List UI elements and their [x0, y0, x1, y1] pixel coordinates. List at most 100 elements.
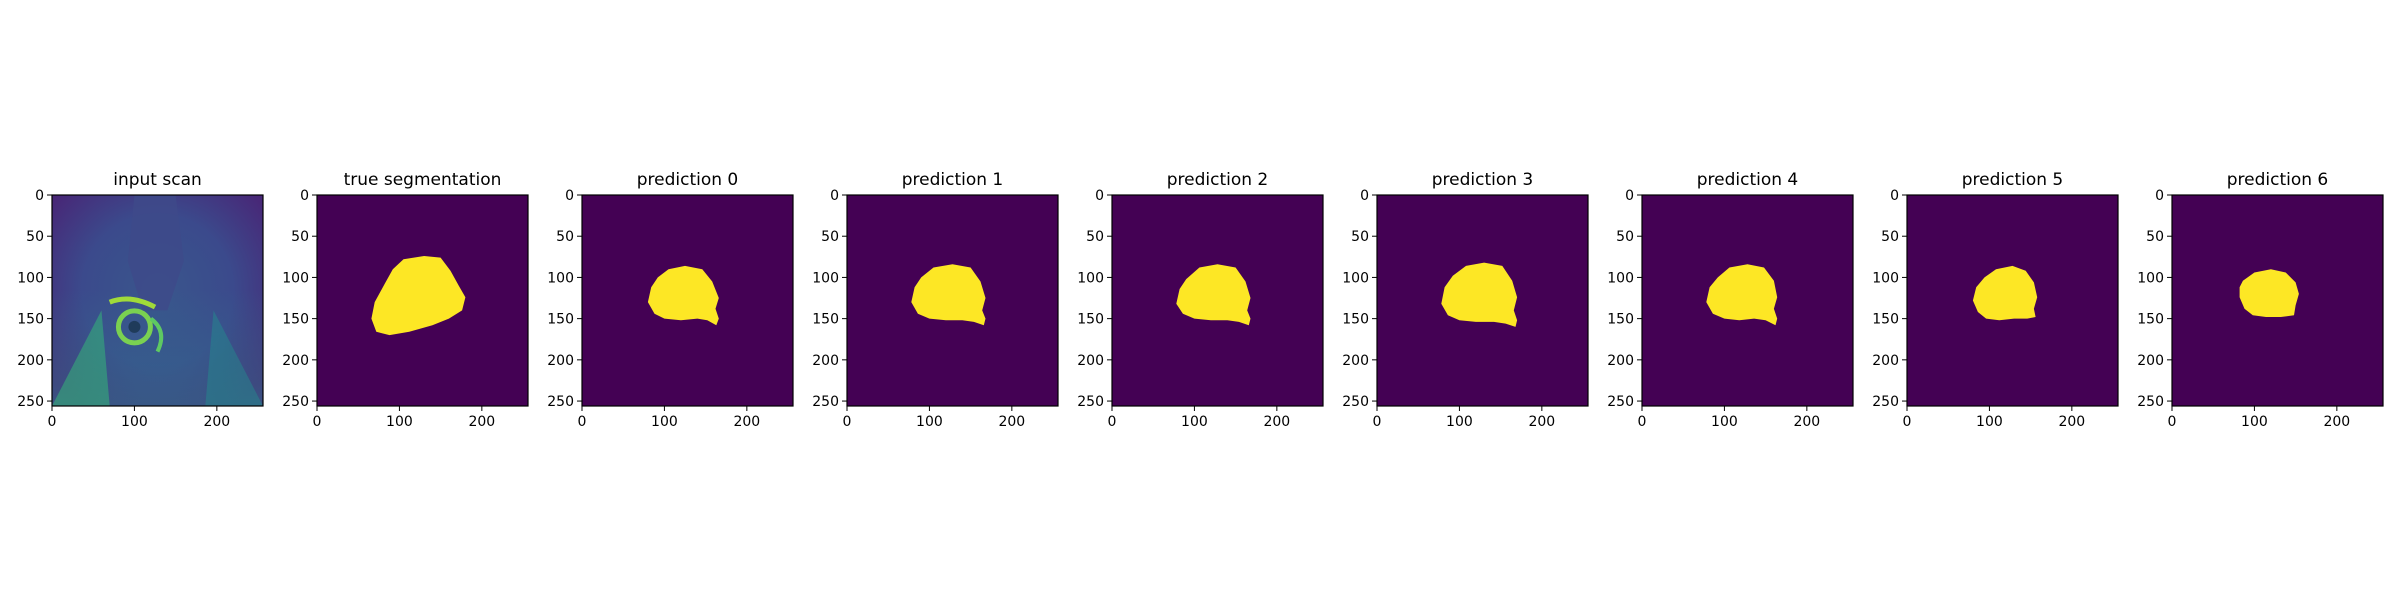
x-tick-label: 100 [916, 414, 943, 430]
x-tick-label: 200 [998, 414, 1025, 430]
panel-title: prediction 2 [1167, 170, 1269, 190]
x-tick-label: 200 [1793, 414, 1820, 430]
y-tick-label: 50 [556, 229, 574, 245]
x-tick-label: 100 [121, 414, 148, 430]
y-tick-label: 100 [1607, 270, 1634, 286]
x-tick-label: 0 [313, 414, 322, 430]
y-tick-label: 250 [282, 394, 309, 410]
y-tick-label: 50 [1881, 229, 1899, 245]
y-tick-label: 50 [291, 229, 309, 245]
x-tick-label: 0 [2168, 414, 2177, 430]
scan-central-structure [127, 195, 184, 311]
y-tick-label: 50 [821, 229, 839, 245]
y-tick-label: 250 [1342, 394, 1369, 410]
segmentation-mask [1706, 264, 1778, 326]
scan-side-arc [149, 317, 164, 353]
y-tick-label: 50 [1351, 229, 1369, 245]
y-tick-label: 0 [35, 188, 44, 204]
y-tick-label: 250 [1872, 394, 1899, 410]
x-tick-label: 100 [386, 414, 413, 430]
axes-frame [846, 194, 1059, 407]
y-tick-label: 150 [1342, 312, 1369, 328]
scan-right-wedge [205, 310, 263, 406]
y-tick-label: 50 [26, 229, 44, 245]
y-tick-label: 100 [282, 270, 309, 286]
y-tick-label: 200 [17, 353, 44, 369]
x-tick-label: 100 [1976, 414, 2003, 430]
y-tick-label: 200 [1342, 353, 1369, 369]
y-tick-label: 100 [1872, 270, 1899, 286]
y-tick-label: 150 [812, 312, 839, 328]
x-tick-label: 0 [1903, 414, 1912, 430]
y-tick-label: 50 [2146, 229, 2164, 245]
x-tick-label: 200 [2323, 414, 2350, 430]
segmentation-mask [2239, 269, 2299, 317]
y-tick-label: 100 [1342, 270, 1369, 286]
y-tick-label: 0 [2155, 188, 2164, 204]
y-tick-label: 150 [282, 312, 309, 328]
x-tick-label: 0 [48, 414, 57, 430]
panel-title: true segmentation [344, 170, 502, 190]
panel-title: prediction 3 [1432, 170, 1534, 190]
segmentation-mask [911, 264, 986, 326]
y-tick-label: 50 [1616, 229, 1634, 245]
y-tick-label: 150 [547, 312, 574, 328]
axes-frame [1906, 194, 2119, 407]
segmentation-mask [1972, 265, 2038, 321]
x-tick-label: 0 [1108, 414, 1117, 430]
y-tick-label: 0 [1095, 188, 1104, 204]
axes-frame [1376, 194, 1589, 407]
y-tick-label: 150 [2137, 312, 2164, 328]
y-tick-label: 250 [1077, 394, 1104, 410]
panel-title: prediction 5 [1962, 170, 2064, 190]
axes-frame [51, 194, 264, 407]
y-tick-label: 0 [565, 188, 574, 204]
y-tick-label: 150 [1607, 312, 1634, 328]
x-tick-label: 200 [1528, 414, 1555, 430]
y-tick-label: 200 [282, 353, 309, 369]
y-tick-label: 200 [1872, 353, 1899, 369]
x-tick-label: 200 [468, 414, 495, 430]
axes-frame [1111, 194, 1324, 407]
scan-ring-center [128, 320, 141, 333]
axes-frame [316, 194, 529, 407]
y-tick-label: 50 [1086, 229, 1104, 245]
y-tick-label: 250 [812, 394, 839, 410]
panel-title: prediction 4 [1697, 170, 1799, 190]
x-tick-label: 0 [843, 414, 852, 430]
x-tick-label: 200 [203, 414, 230, 430]
x-tick-label: 0 [1373, 414, 1382, 430]
y-tick-label: 150 [1872, 312, 1899, 328]
segmentation-mask [1441, 262, 1518, 327]
segmentation-mask [647, 265, 719, 326]
y-tick-label: 250 [1607, 394, 1634, 410]
segmentation-mask [371, 256, 466, 336]
x-tick-label: 200 [2058, 414, 2085, 430]
y-tick-label: 100 [2137, 270, 2164, 286]
y-tick-label: 200 [2137, 353, 2164, 369]
y-tick-label: 0 [830, 188, 839, 204]
y-tick-label: 100 [547, 270, 574, 286]
x-tick-label: 100 [1711, 414, 1738, 430]
y-tick-label: 200 [1077, 353, 1104, 369]
x-tick-label: 200 [1263, 414, 1290, 430]
y-tick-label: 0 [300, 188, 309, 204]
y-tick-label: 200 [1607, 353, 1634, 369]
y-tick-label: 100 [812, 270, 839, 286]
x-tick-label: 100 [651, 414, 678, 430]
x-tick-label: 100 [2241, 414, 2268, 430]
y-tick-label: 0 [1625, 188, 1634, 204]
y-tick-label: 200 [547, 353, 574, 369]
scan-ring [115, 308, 153, 346]
panel-title: prediction 1 [902, 170, 1004, 190]
y-tick-label: 0 [1360, 188, 1369, 204]
axes-frame [1641, 194, 1854, 407]
